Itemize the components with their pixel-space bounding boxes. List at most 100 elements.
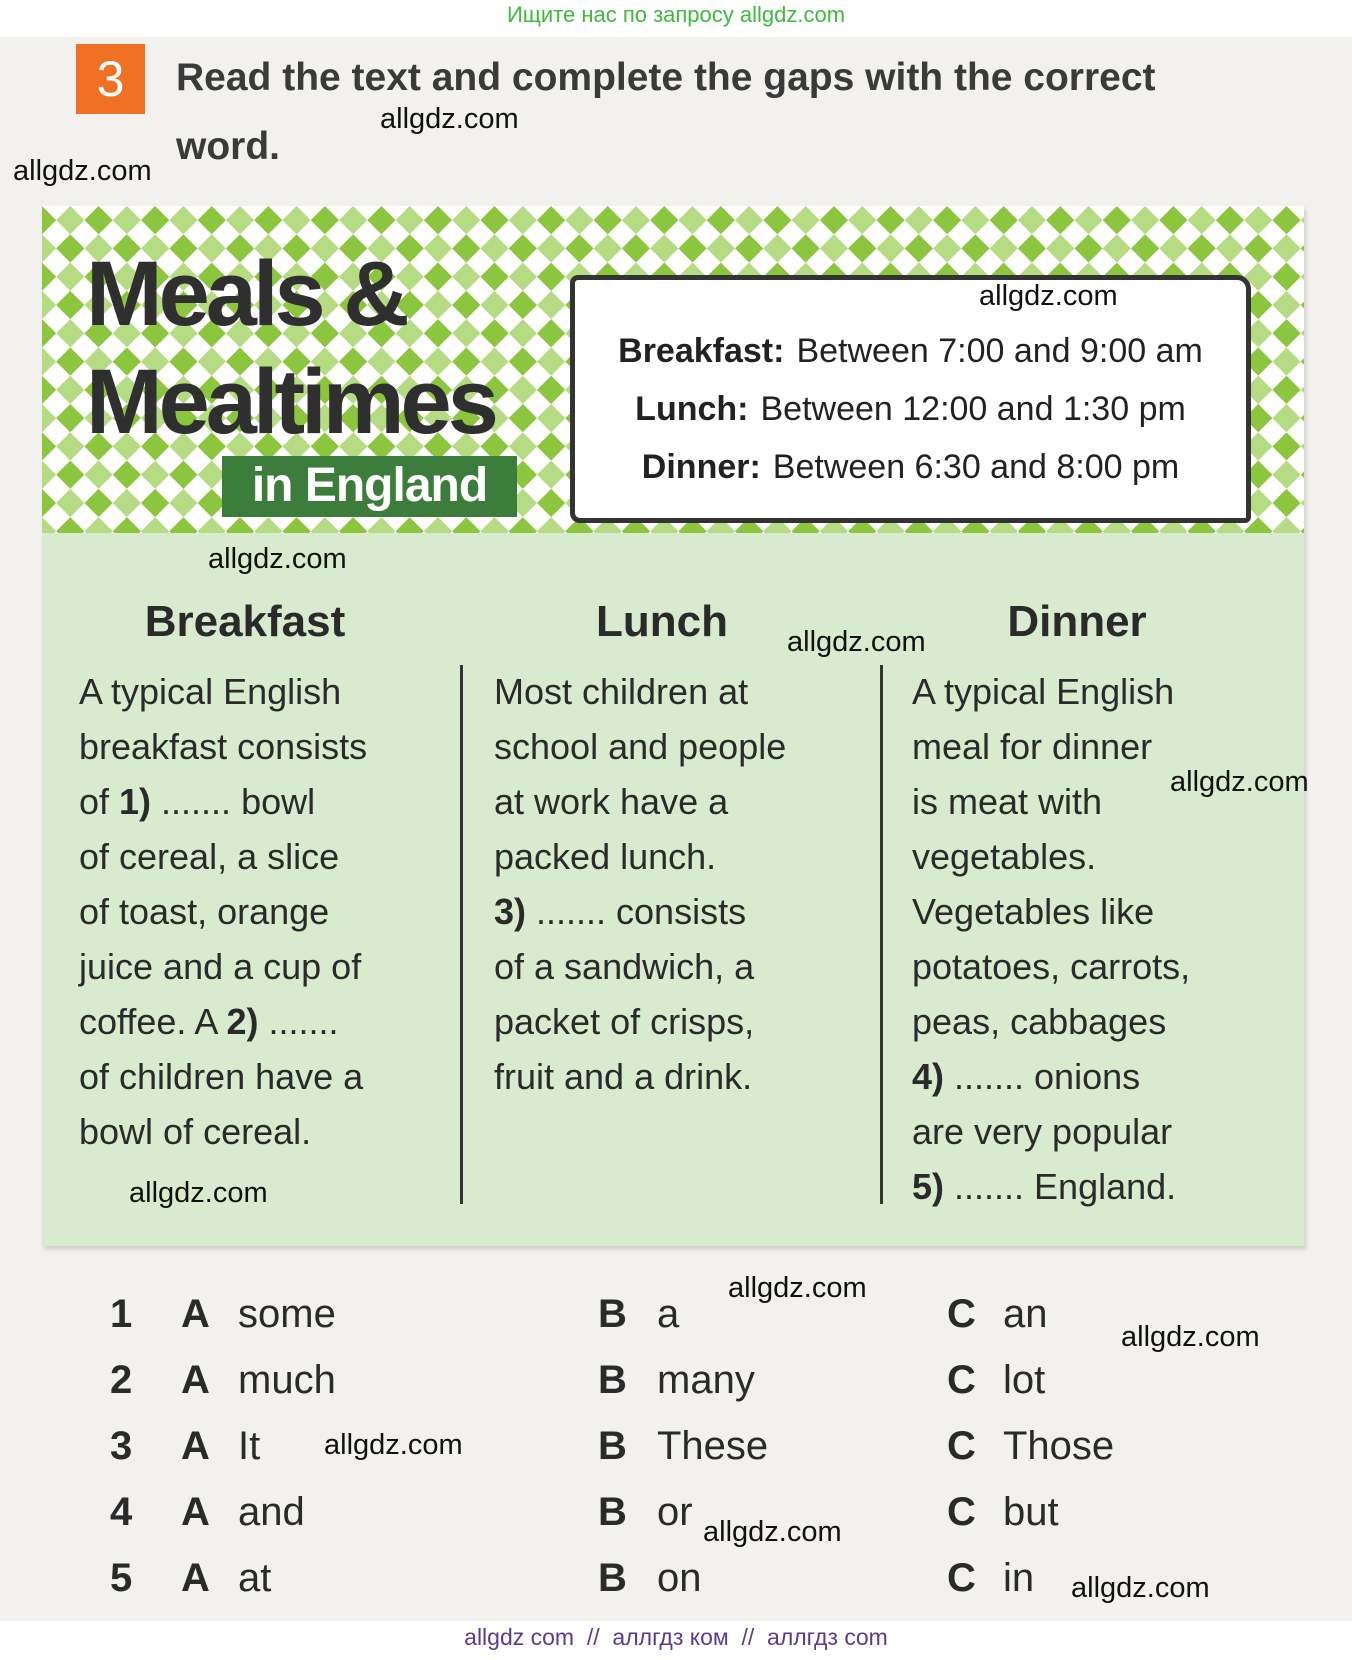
- text-line: of a sandwich, a: [494, 946, 755, 987]
- text-line: 5) ....... England.: [912, 1169, 1176, 1205]
- choice-letter: B: [598, 1358, 627, 1402]
- choice-word: an: [1003, 1292, 1048, 1336]
- article-subtitle: in England: [251, 459, 488, 512]
- text-segment: coffee. A: [79, 1001, 227, 1042]
- watermark: allgdz.com: [1170, 766, 1309, 798]
- text-line: peas, cabbages: [912, 1001, 1167, 1042]
- text-line: Most children at: [494, 671, 749, 712]
- choice-letter: A: [181, 1358, 210, 1402]
- text-line: school and people: [494, 726, 787, 767]
- choice-letter: A: [181, 1292, 210, 1336]
- option-number: 3: [110, 1424, 133, 1468]
- choice-letter: B: [598, 1556, 627, 1600]
- choice-letter: A: [181, 1424, 210, 1468]
- text-line: coffee. A 2) .......: [79, 1004, 339, 1040]
- text-line: bowl of cereal.: [79, 1111, 312, 1152]
- choice-letter: B: [598, 1292, 627, 1336]
- column-divider: [460, 665, 463, 1204]
- meal-time: Between 7:00 and 9:00 am: [796, 332, 1203, 370]
- text-segment: of: [79, 781, 120, 822]
- text-segment: ....... bowl: [151, 781, 316, 822]
- option-number: 5: [110, 1556, 133, 1600]
- subtitle-box: [222, 456, 517, 517]
- text-segment: ....... onions: [944, 1056, 1141, 1097]
- watermark: allgdz.com: [324, 1429, 463, 1461]
- choice-letter: B: [598, 1490, 627, 1534]
- choice-letter: A: [181, 1490, 210, 1534]
- column-divider: [880, 665, 883, 1204]
- watermark: allgdz.com: [13, 155, 152, 187]
- text-line: potatoes, carrots,: [912, 946, 1191, 987]
- choice-letter: A: [181, 1556, 210, 1600]
- choice-word: at: [238, 1556, 272, 1600]
- option-number: 2: [110, 1358, 133, 1402]
- choice-word: on: [657, 1556, 702, 1600]
- text-line: of children have a: [79, 1056, 364, 1097]
- text-line: fruit and a drink.: [494, 1056, 753, 1097]
- choice-word: many: [657, 1358, 755, 1402]
- text-line: breakfast consists: [79, 726, 368, 767]
- schedule-box: [570, 275, 1251, 523]
- text-line: packet of crisps,: [494, 1001, 755, 1042]
- text-line: Vegetables like: [912, 891, 1155, 932]
- text-line: juice and a cup of: [79, 946, 362, 987]
- footer: allgdz com // аллгдз ком // аллгдз com: [464, 1624, 888, 1650]
- watermark: allgdz.com: [728, 1272, 867, 1304]
- choice-word: lot: [1003, 1358, 1046, 1402]
- meal-label: Breakfast:: [618, 332, 785, 370]
- gap-number: 3): [494, 891, 527, 932]
- exercise-number: 3: [96, 51, 125, 107]
- top-banner: Ищите нас по запросу allgdz.com: [506, 2, 846, 27]
- text-line: vegetables.: [912, 836, 1097, 877]
- gap-number: 2): [226, 1001, 259, 1042]
- watermark: allgdz.com: [208, 543, 347, 575]
- choice-word: and: [238, 1490, 305, 1534]
- choice-word: These: [657, 1424, 769, 1468]
- schedule-row: Lunch: Between 12:00 and 1:30 pm: [570, 392, 1251, 426]
- choice-word: but: [1003, 1490, 1059, 1534]
- article-title: Meals &: [86, 243, 410, 345]
- gap-number: 1): [119, 781, 152, 822]
- choice-word: a: [657, 1292, 680, 1336]
- watermark: allgdz.com: [380, 103, 519, 135]
- text-line: packed lunch.: [494, 836, 717, 877]
- text-line: meal for dinner: [912, 726, 1153, 767]
- text-segment: ....... England.: [944, 1166, 1177, 1207]
- gap-number: 4): [912, 1056, 945, 1097]
- watermark: allgdz.com: [703, 1516, 842, 1548]
- text-line: A typical English: [79, 671, 342, 712]
- choice-word: Those: [1003, 1424, 1115, 1468]
- text-line: A typical English: [912, 671, 1175, 712]
- choice-letter: C: [947, 1556, 976, 1600]
- instruction: word.: [176, 125, 280, 168]
- choice-letter: C: [947, 1292, 976, 1336]
- meal-label: Dinner:: [641, 448, 761, 486]
- schedule-row: Dinner: Between 6:30 and 8:00 pm: [570, 450, 1251, 484]
- column-heading: Lunch: [596, 597, 728, 646]
- text-line: of cereal, a slice: [79, 836, 340, 877]
- choice-letter: C: [947, 1424, 976, 1468]
- column-heading: Breakfast: [144, 597, 346, 646]
- article-title: Mealtimes: [86, 351, 499, 453]
- watermark: allgdz.com: [787, 626, 926, 658]
- instruction: Read the text and complete the gaps with…: [176, 56, 1156, 99]
- choice-word: It: [238, 1424, 261, 1468]
- choice-letter: C: [947, 1358, 976, 1402]
- schedule-row: Breakfast: Between 7:00 and 9:00 am: [570, 334, 1251, 368]
- meal-label: Lunch:: [635, 390, 749, 428]
- meal-time: Between 6:30 and 8:00 pm: [772, 448, 1180, 486]
- text-segment: ....... consists: [526, 891, 747, 932]
- text-line: of toast, orange: [79, 891, 330, 932]
- text-line: 4) ....... onions: [912, 1059, 1140, 1095]
- watermark: allgdz.com: [979, 280, 1118, 312]
- watermark: allgdz.com: [129, 1177, 268, 1209]
- column-heading: Dinner: [1007, 597, 1147, 646]
- text-line: of 1) ....... bowl: [79, 784, 315, 820]
- choice-letter: B: [598, 1424, 627, 1468]
- option-number: 4: [110, 1490, 133, 1534]
- text-line: at work have a: [494, 781, 729, 822]
- choice-letter: C: [947, 1490, 976, 1534]
- watermark: allgdz.com: [1121, 1321, 1260, 1353]
- text-line: are very popular: [912, 1111, 1173, 1152]
